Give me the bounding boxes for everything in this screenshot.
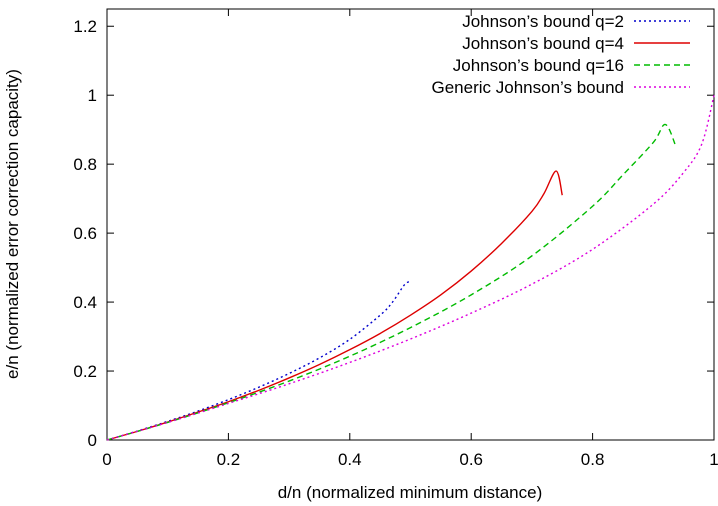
x-tick-label: 0 — [102, 450, 111, 469]
series-line-2 — [106, 170, 563, 441]
x-tick-label: 0.2 — [217, 450, 241, 469]
series-line-1 — [106, 280, 411, 441]
plot-frame — [106, 8, 715, 441]
x-axis-title: d/n (normalized minimum distance) — [278, 483, 543, 502]
x-tick-label: 0.6 — [459, 450, 483, 469]
legend-label-2: Johnson’s bound q=4 — [462, 34, 624, 53]
x-tick-label: 0.4 — [338, 450, 362, 469]
legend-label-3: Johnson’s bound q=16 — [453, 56, 624, 75]
y-tick-label: 0 — [88, 431, 97, 450]
x-tick-label: 1 — [709, 450, 718, 469]
y-tick-label: 0.6 — [73, 224, 97, 243]
y-axis-title: e/n (normalized error correction capacit… — [3, 69, 22, 379]
y-tick-label: 1.2 — [73, 17, 97, 36]
legend-label-1: Johnson’s bound q=2 — [462, 12, 624, 31]
series-line-3 — [106, 123, 677, 441]
axis-ticks: 0 0.2 0.4 0.6 0.8 1 0 0.2 0.4 0.6 0.8 1 1.2 — [73, 9, 718, 469]
y-tick-label: 0.2 — [73, 362, 97, 381]
legend-label-4: Generic Johnson’s bound — [432, 78, 625, 97]
y-tick-label: 1 — [88, 86, 97, 105]
y-tick-label: 0.8 — [73, 155, 97, 174]
series-lines — [106, 95, 715, 441]
legend: Johnson’s bound q=2 Johnson’s bound q=4 Jo… — [432, 12, 690, 97]
series-line-4 — [106, 95, 715, 441]
y-tick-label: 0.4 — [73, 293, 97, 312]
x-tick-label: 0.8 — [581, 450, 605, 469]
